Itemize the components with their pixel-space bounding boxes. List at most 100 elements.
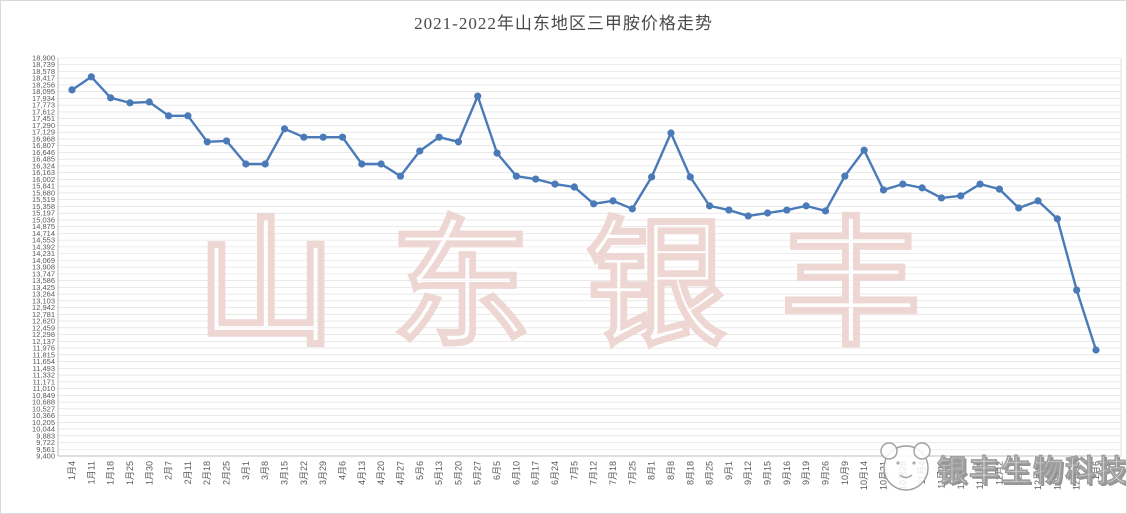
svg-text:12,137: 12,137: [32, 337, 55, 346]
svg-text:10,527: 10,527: [32, 404, 55, 413]
svg-text:16,163: 16,163: [32, 168, 55, 177]
svg-text:9,883: 9,883: [36, 431, 55, 440]
svg-text:11月18: 11月18: [956, 461, 966, 489]
svg-text:9,561: 9,561: [36, 445, 55, 454]
svg-text:4月13: 4月13: [357, 461, 367, 485]
svg-text:13,264: 13,264: [32, 290, 55, 299]
svg-text:13,425: 13,425: [32, 283, 55, 292]
svg-text:10,366: 10,366: [32, 411, 55, 420]
svg-text:12,942: 12,942: [32, 303, 55, 312]
svg-text:1月30: 1月30: [144, 461, 154, 485]
svg-text:1月4: 1月4: [67, 461, 77, 480]
svg-text:11,171: 11,171: [33, 377, 55, 386]
svg-text:5月20: 5月20: [453, 461, 463, 485]
svg-text:10月21: 10月21: [878, 461, 888, 490]
svg-text:1月6: 1月6: [1091, 461, 1101, 480]
svg-text:8月25: 8月25: [705, 461, 715, 485]
svg-text:15,036: 15,036: [32, 215, 55, 224]
svg-text:3月8: 3月8: [260, 461, 270, 480]
svg-text:13,908: 13,908: [32, 263, 55, 272]
svg-text:12,459: 12,459: [32, 323, 55, 332]
svg-text:8月18: 8月18: [685, 461, 695, 485]
svg-text:11,010: 11,010: [33, 384, 55, 393]
svg-text:11月25: 11月25: [975, 461, 985, 489]
svg-text:5月6: 5月6: [415, 461, 425, 480]
svg-text:12,620: 12,620: [32, 317, 55, 326]
svg-text:3月15: 3月15: [280, 461, 290, 485]
svg-text:14,231: 14,231: [32, 249, 55, 258]
svg-text:6月5: 6月5: [492, 461, 502, 480]
svg-text:4月6: 4月6: [337, 461, 347, 480]
svg-text:17,612: 17,612: [32, 107, 55, 116]
svg-text:10,849: 10,849: [32, 391, 55, 400]
svg-text:17,451: 17,451: [32, 114, 55, 123]
svg-text:1月25: 1月25: [125, 461, 135, 485]
svg-text:13,747: 13,747: [32, 269, 55, 278]
svg-text:11,654: 11,654: [33, 357, 55, 366]
svg-text:10,205: 10,205: [32, 418, 55, 427]
svg-text:18,739: 18,739: [32, 60, 55, 69]
svg-text:15,841: 15,841: [32, 182, 55, 191]
svg-text:15,197: 15,197: [32, 209, 55, 218]
svg-text:1月11: 1月11: [86, 461, 96, 484]
svg-text:8月1: 8月1: [647, 461, 657, 480]
svg-text:6月17: 6月17: [531, 461, 541, 485]
svg-text:3月29: 3月29: [318, 461, 328, 485]
svg-text:16,646: 16,646: [32, 148, 55, 157]
svg-text:9月1: 9月1: [724, 461, 734, 480]
svg-text:1月18: 1月18: [106, 461, 116, 485]
svg-text:17,290: 17,290: [32, 121, 55, 130]
svg-text:3月1: 3月1: [241, 461, 251, 480]
y-axis-labels: 18,90018,73918,57818,41718,25618,09517,9…: [32, 54, 55, 461]
svg-text:7月18: 7月18: [608, 461, 618, 485]
svg-text:15,358: 15,358: [32, 202, 55, 211]
svg-text:4月20: 4月20: [376, 461, 386, 485]
svg-text:5月27: 5月27: [473, 461, 483, 485]
svg-text:12月2: 12月2: [994, 461, 1004, 485]
svg-text:12月16: 12月16: [1033, 461, 1043, 490]
svg-text:12,298: 12,298: [32, 330, 55, 339]
svg-text:14,553: 14,553: [32, 236, 55, 245]
svg-text:2月7: 2月7: [164, 461, 174, 480]
svg-text:18,900: 18,900: [32, 54, 55, 63]
svg-text:10月9: 10月9: [840, 461, 850, 485]
svg-text:16,324: 16,324: [32, 161, 55, 170]
svg-text:10,044: 10,044: [32, 425, 55, 434]
svg-text:11,976: 11,976: [33, 344, 55, 353]
svg-text:银丰生物科技: 银丰生物科技: [939, 457, 1127, 490]
svg-text:14,714: 14,714: [32, 229, 55, 238]
svg-text:13,103: 13,103: [32, 296, 55, 305]
price-line-series: [70, 75, 1098, 352]
svg-text:17,129: 17,129: [32, 128, 55, 137]
svg-text:银丰生物科技: 银丰生物科技: [937, 455, 1127, 488]
svg-text:12月30: 12月30: [1072, 461, 1082, 490]
chart-title: 2021-2022年山东地区三甲胺价格走势: [414, 14, 713, 33]
svg-text:7月12: 7月12: [589, 461, 599, 485]
svg-text:11,815: 11,815: [33, 350, 55, 359]
svg-text:11,332: 11,332: [33, 371, 55, 380]
svg-text:18,417: 18,417: [32, 74, 55, 83]
svg-text:2月25: 2月25: [222, 461, 232, 485]
svg-text:16,807: 16,807: [32, 141, 55, 150]
svg-text:7月5: 7月5: [569, 461, 579, 480]
svg-text:6月24: 6月24: [550, 461, 560, 485]
svg-text:10月14: 10月14: [859, 461, 869, 490]
svg-text:16,002: 16,002: [32, 175, 55, 184]
svg-text:3月22: 3月22: [299, 461, 309, 485]
svg-text:12月23: 12月23: [1052, 461, 1062, 490]
svg-text:15,680: 15,680: [32, 188, 55, 197]
svg-text:16,968: 16,968: [32, 134, 55, 143]
data-point-markers: [68, 73, 1100, 354]
svg-text:17,773: 17,773: [32, 101, 55, 110]
svg-text:2月18: 2月18: [202, 461, 212, 485]
svg-text:14,875: 14,875: [32, 222, 55, 231]
svg-text:7月25: 7月25: [627, 461, 637, 485]
sheep-badge-icon: [880, 442, 931, 491]
svg-text:17,934: 17,934: [32, 94, 55, 103]
svg-text:9,400: 9,400: [36, 452, 55, 461]
svg-text:10,688: 10,688: [32, 398, 55, 407]
svg-text:14,069: 14,069: [32, 256, 55, 265]
